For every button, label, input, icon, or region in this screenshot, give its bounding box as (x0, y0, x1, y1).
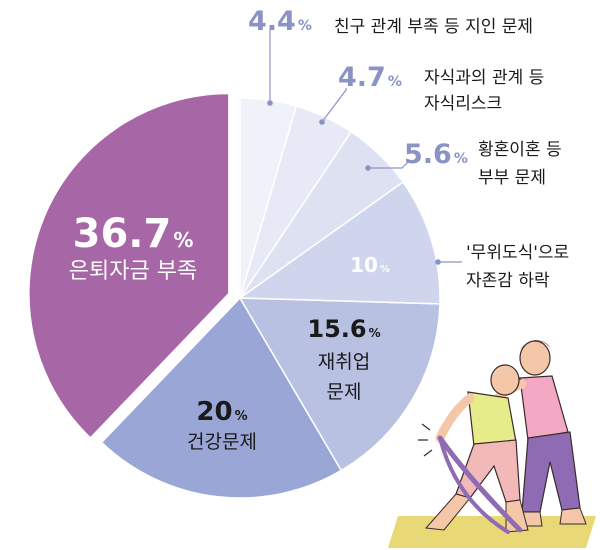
slice-label-children: 자식과의 관계 등 (424, 68, 544, 88)
pie-slice-reemploy (238, 297, 441, 472)
pie-slices (28, 92, 441, 499)
callout-dot-divorce (365, 165, 371, 171)
slice-label-idle: '무위도식'으로 (466, 243, 569, 263)
slice-label-retire: 은퇴자금 부족 (69, 259, 197, 284)
slice-value-friends: 4.4% (248, 6, 312, 37)
callout-line-children (321, 88, 347, 123)
slice-label-divorce: 황혼이혼 등 (478, 140, 562, 160)
slice-label-health: 건강문제 (187, 431, 257, 453)
exercise-resistance-band-icon (388, 340, 596, 548)
slice-label-children: 자식리스크 (424, 94, 502, 114)
slice-label-idle: 자존감 하락 (466, 271, 550, 291)
slice-label-reemploy: 재취업 (318, 351, 370, 373)
slice-label-divorce: 부부 문제 (478, 168, 546, 188)
slice-value-idle: 10% (350, 253, 390, 277)
callout-dot-children (319, 119, 325, 125)
slice-label-friends: 친구 관계 부족 등 지인 문제 (334, 17, 533, 37)
pie-slice-friends (239, 97, 298, 299)
callout-dot-friends (267, 100, 273, 106)
callout-lines (267, 30, 462, 265)
pie-slice-retire (28, 92, 230, 439)
slice-value-children: 4.7% (338, 62, 402, 93)
pie-slice-idle (237, 180, 441, 305)
slice-value-health: 20% (196, 397, 247, 427)
pie-slice-health (100, 296, 343, 499)
slice-value-divorce: 5.6% (404, 139, 468, 170)
callout-line-divorce (368, 159, 411, 169)
slice-value-retire: 36.7% (73, 211, 194, 257)
slice-value-reemploy: 15.6% (307, 315, 380, 343)
callout-dot-idle (435, 259, 441, 265)
slice-label-reemploy: 문제 (327, 381, 362, 403)
